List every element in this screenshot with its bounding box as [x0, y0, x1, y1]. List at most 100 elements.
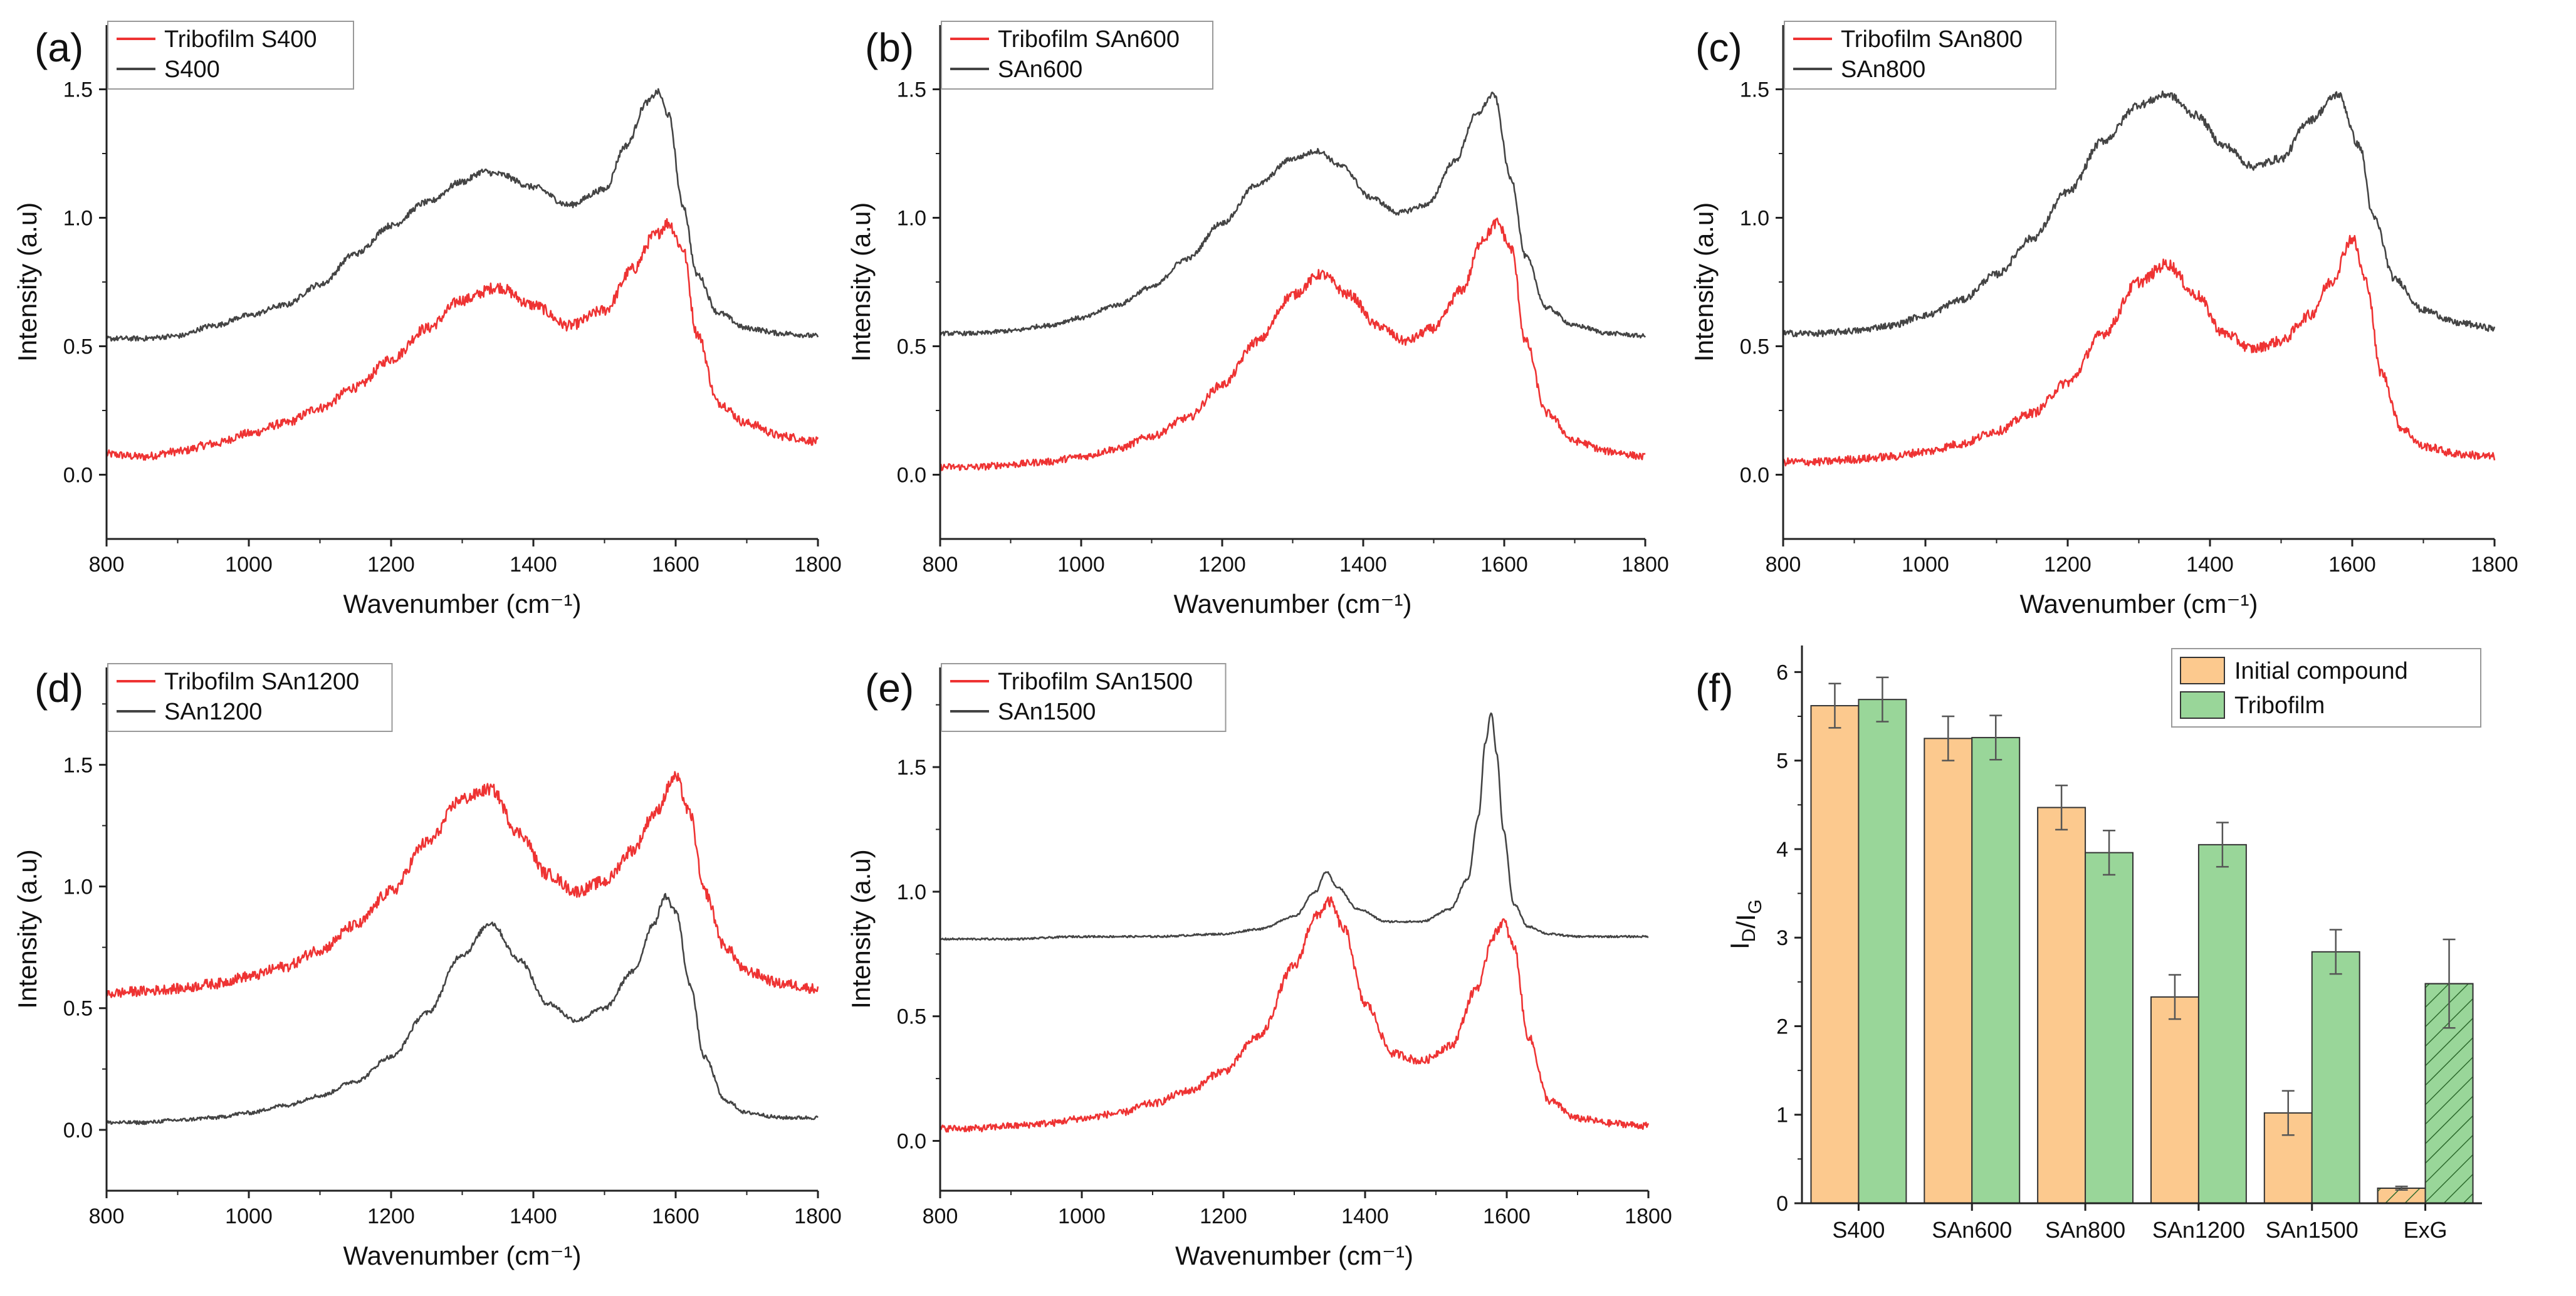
series-line-tribofilm [940, 217, 1646, 471]
x-tick-label: 1400 [1341, 1205, 1389, 1228]
panel-label-f: (f) [1695, 666, 1733, 711]
x-tick-label: 1600 [652, 1205, 699, 1228]
x-ticks: 800 1000 1200 1400 1600 1800 [923, 1191, 1672, 1228]
x-tick-label: 1800 [794, 1205, 842, 1228]
legend-label: Tribofilm SAn800 [1841, 26, 2023, 53]
x-tick-label: 1000 [225, 553, 273, 577]
y-tick-label: 1.0 [897, 207, 926, 231]
y-tick-label: 6 [1776, 661, 1788, 684]
y-tick-label: 1.5 [63, 78, 93, 102]
y-tick-label: 0.0 [63, 1119, 93, 1142]
x-axis-label: Wavenumber (cm⁻¹) [343, 1241, 582, 1270]
y-ticks: 0.0 0.5 1.0 1.5 [63, 78, 107, 488]
x-axis-label: Wavenumber (cm⁻¹) [343, 589, 582, 619]
bar-tribofilm [1971, 736, 2021, 1204]
x-ticks: 800 1000 1200 1400 1600 1800 [89, 1191, 842, 1228]
legend-label: Tribofilm SAn600 [998, 26, 1180, 53]
y-tick-label: 0.5 [897, 1005, 926, 1029]
x-tick-label: 1600 [652, 553, 699, 577]
series-line-tribofilm [939, 896, 1650, 1133]
line-chart-4: 800 1000 1200 1400 1600 1800 0.0 0.5 1.0 1.5 Waven… [846, 663, 1672, 1270]
category-label: SAn1500 [2266, 1217, 2359, 1243]
bar-initial [1810, 705, 1860, 1204]
line-chart-0: 800 1000 1200 1400 1600 1800 0.0 0.5 1.0 1.5 Waven… [13, 21, 842, 619]
category-label: SAn800 [2045, 1217, 2125, 1243]
x-tick-label: 1200 [367, 553, 415, 577]
x-tick-label: 800 [923, 1205, 958, 1228]
x-tick-label: 1200 [1200, 1205, 1247, 1228]
bar-initial [1924, 738, 1973, 1205]
y-tick-label: 0.5 [63, 997, 93, 1021]
series-line-initial [940, 91, 1647, 339]
legend-label: Tribofilm S400 [164, 26, 317, 53]
y-tick-label: 1.0 [63, 207, 93, 231]
category-label: ExG [2404, 1217, 2448, 1243]
y-ticks: 0.0 0.5 1.0 1.5 [897, 78, 940, 488]
y-tick-label: 3 [1776, 926, 1788, 950]
series-line-tribofilm [105, 771, 819, 998]
y-axis-label: Intensity (a.u) [13, 849, 42, 1008]
x-tick-label: 1200 [1198, 553, 1246, 577]
legend-box [107, 21, 354, 90]
x-tick-label: 800 [1766, 553, 1801, 577]
legend-swatch [2180, 691, 2225, 719]
y-tick-label: 1.0 [1740, 207, 1769, 231]
x-tick-label: 800 [89, 1205, 125, 1228]
bar-initial [2037, 807, 2086, 1204]
category-label: S400 [1832, 1217, 1885, 1243]
series-line-initial [940, 712, 1649, 941]
y-axis-label: Intensity (a.u) [13, 202, 42, 362]
x-tick-label: 1600 [1483, 1205, 1531, 1228]
legend: Tribofilm SAn1200 SAn1200 [107, 663, 393, 732]
y-tick-label: 0.0 [897, 1129, 926, 1153]
y-axis-label: Intensity (a.u) [846, 202, 876, 362]
bar-chart-5: S400 SAn600 SAn800 SAn1200 SAn1500 ExG 0 1 2 3 4 5 6… [1725, 645, 2482, 1243]
y-tick-label: 1.0 [63, 875, 93, 899]
x-tick-label: 1400 [1339, 553, 1387, 577]
series-line-tribofilm [1782, 234, 2496, 467]
y-tick-label: 0.0 [897, 464, 926, 488]
y-tick-label: 1.5 [63, 753, 93, 777]
panel-label-a: (a) [34, 25, 83, 70]
legend-box [1784, 21, 2056, 90]
x-tick-label: 1800 [1625, 1205, 1672, 1228]
y-tick-label: 0 [1776, 1192, 1788, 1216]
bar-tribofilm [1858, 699, 1907, 1204]
y-tick-label: 0.5 [63, 335, 93, 359]
legend-swatch [2180, 657, 2225, 684]
legend-label: Tribofilm SAn1500 [998, 669, 1193, 695]
y-axis-label: Intensity (a.u) [846, 849, 876, 1008]
x-tick-label: 1800 [2471, 553, 2518, 577]
line-chart-3: 800 1000 1200 1400 1600 1800 0.0 0.5 1.0 1.5 Waven… [13, 663, 842, 1270]
line-chart-1: 800 1000 1200 1400 1600 1800 0.0 0.5 1.0 1.5 Waven… [846, 21, 1669, 619]
legend-label: SAn800 [1841, 56, 1925, 83]
x-tick-label: 1800 [794, 553, 842, 577]
y-tick-label: 1 [1776, 1104, 1788, 1127]
y-tick-label: 1.0 [897, 881, 926, 904]
legend: Tribofilm SAn1500 SAn1500 [941, 663, 1227, 732]
line-chart-2: 800 1000 1200 1400 1600 1800 0.0 0.5 1.0 1.5 Waven… [1689, 21, 2518, 619]
legend: Tribofilm SAn800 SAn800 [1784, 21, 2056, 90]
y-tick-label: 0.0 [1740, 464, 1769, 488]
y-ticks: 0 1 2 3 4 5 6 [1776, 661, 1802, 1216]
legend-label: Tribofilm [2234, 692, 2325, 719]
y-tick-label: 2 [1776, 1015, 1788, 1038]
x-tick-label: 1400 [510, 1205, 557, 1228]
x-ticks: 800 1000 1200 1400 1600 1800 [923, 539, 1669, 577]
x-tick-label: 1600 [2328, 553, 2376, 577]
bar-tribofilm [2085, 852, 2134, 1204]
bar-tribofilm [2197, 844, 2247, 1205]
x-tick-label: 1400 [510, 553, 557, 577]
legend-box [941, 663, 1227, 732]
y-axis-label: ID/IG [1725, 899, 1766, 949]
x-axis-label: Wavenumber (cm⁻¹) [2020, 589, 2258, 619]
panel-label-d: (d) [34, 666, 83, 711]
y-ticks: 0.0 0.5 1.0 1.5 [897, 704, 940, 1153]
y-tick-label: 1.5 [897, 78, 926, 102]
legend-label: SAn1200 [164, 699, 262, 725]
bar-initial [2150, 996, 2199, 1205]
x-tick-label: 800 [923, 553, 958, 577]
legend-label: SAn1500 [998, 699, 1096, 725]
y-tick-label: 0.5 [897, 335, 926, 359]
